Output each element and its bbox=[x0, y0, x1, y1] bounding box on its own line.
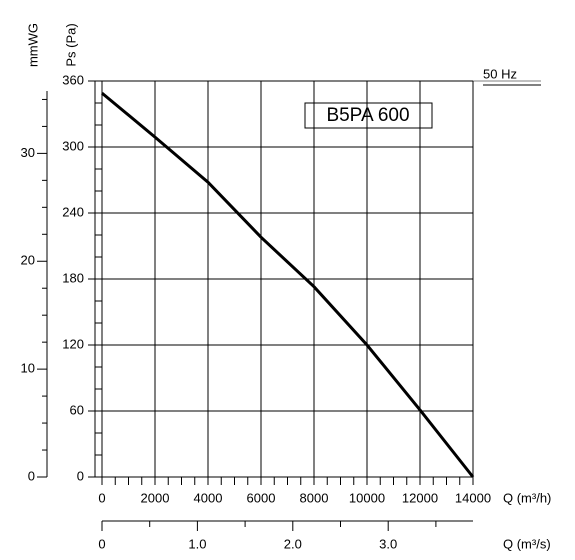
y-tick-label: 360 bbox=[62, 72, 84, 87]
x2-tick-label: 3.0 bbox=[379, 536, 397, 551]
y-tick-label: 60 bbox=[70, 402, 84, 417]
x2-tick-label: 2.0 bbox=[284, 536, 302, 551]
y2-tick-label: 10 bbox=[21, 361, 35, 376]
y-tick-label: 0 bbox=[77, 468, 84, 483]
fan-curve bbox=[101, 91, 475, 478]
y2-axis-label: mmWG bbox=[25, 23, 40, 67]
y2-tick-label: 20 bbox=[21, 253, 35, 268]
x-tick-label: 8000 bbox=[300, 490, 329, 505]
annotation-box bbox=[304, 102, 433, 129]
x-tick-label: 12000 bbox=[402, 490, 438, 505]
y-axis-label: Ps (Pa) bbox=[63, 23, 78, 66]
x-tick-label: 2000 bbox=[141, 490, 170, 505]
x-tick-label: 6000 bbox=[247, 490, 276, 505]
x-axis-label: Q (m³/h) bbox=[503, 490, 551, 505]
y-tick-label: 300 bbox=[62, 138, 84, 153]
x-tick-label: 14000 bbox=[455, 490, 491, 505]
y-tick-label: 240 bbox=[62, 204, 84, 219]
frequency-label: 50 Hz bbox=[483, 66, 517, 81]
y2-tick-label: 0 bbox=[28, 468, 35, 483]
x-tick-label: 4000 bbox=[194, 490, 223, 505]
annotation: B5PA 600 bbox=[326, 105, 409, 126]
y-tick-label: 120 bbox=[62, 336, 84, 351]
y-tick-label: 180 bbox=[62, 270, 84, 285]
x-tick-label: 0 bbox=[98, 490, 105, 505]
x2-tick-label: 0 bbox=[98, 536, 105, 551]
x-tick-label: 10000 bbox=[349, 490, 385, 505]
y2-tick-label: 30 bbox=[21, 145, 35, 160]
x2-tick-label: 1.0 bbox=[188, 536, 206, 551]
x2-axis-label: Q (m³/s) bbox=[503, 536, 551, 551]
